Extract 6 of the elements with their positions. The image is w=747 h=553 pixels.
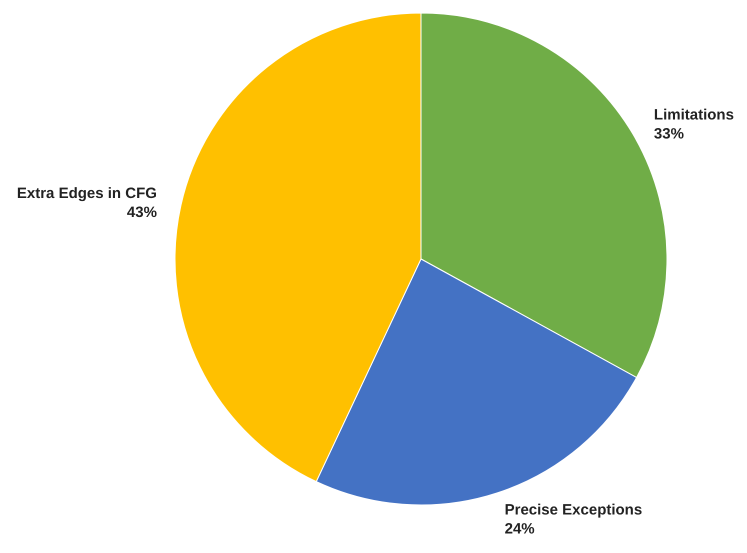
data-label: 33% <box>654 125 684 142</box>
data-label: 24% <box>504 520 535 538</box>
slice-label: Extra Edges in CFG <box>16 184 157 202</box>
slice-label: Limitations <box>654 106 734 124</box>
slice-label: Precise Exceptions <box>504 501 642 518</box>
data-label: 43% <box>126 204 157 221</box>
